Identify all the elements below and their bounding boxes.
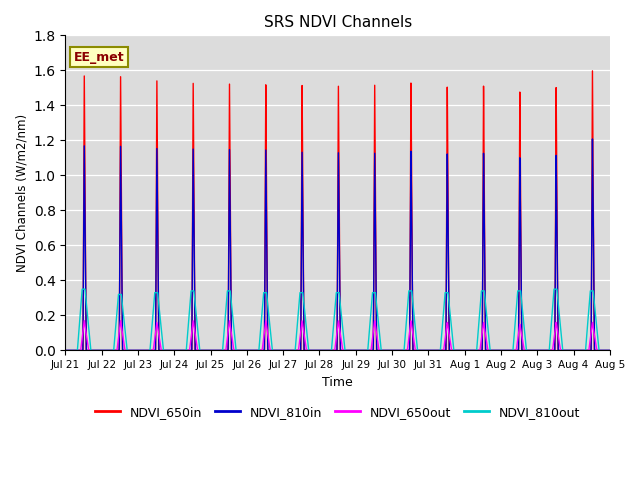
NDVI_650in bbox=[490, 348, 498, 353]
NDVI_810out bbox=[78, 286, 86, 292]
NDVI_650in bbox=[604, 348, 612, 353]
NDVI_810in bbox=[266, 348, 273, 353]
NDVI_810in bbox=[490, 348, 498, 353]
NDVI_650out bbox=[606, 348, 614, 353]
NDVI_650in bbox=[589, 68, 596, 74]
NDVI_650in bbox=[606, 348, 614, 353]
NDVI_650in bbox=[178, 348, 186, 353]
X-axis label: Time: Time bbox=[323, 376, 353, 389]
NDVI_810out bbox=[490, 348, 498, 353]
NDVI_810out bbox=[178, 348, 186, 353]
NDVI_810out bbox=[604, 348, 612, 353]
NDVI_810in bbox=[604, 348, 612, 353]
Text: EE_met: EE_met bbox=[74, 50, 124, 63]
NDVI_650out bbox=[61, 348, 69, 353]
NDVI_810out bbox=[172, 348, 180, 353]
Line: NDVI_650out: NDVI_650out bbox=[65, 321, 610, 350]
NDVI_810in bbox=[172, 348, 180, 353]
NDVI_810in bbox=[413, 348, 420, 353]
NDVI_810in bbox=[61, 348, 69, 353]
NDVI_650out bbox=[81, 318, 88, 324]
NDVI_650in bbox=[172, 348, 180, 353]
NDVI_650out bbox=[266, 342, 273, 348]
NDVI_810in bbox=[178, 348, 186, 353]
NDVI_650out bbox=[178, 348, 186, 353]
NDVI_810out bbox=[413, 340, 420, 346]
Title: SRS NDVI Channels: SRS NDVI Channels bbox=[264, 15, 412, 30]
Legend: NDVI_650in, NDVI_810in, NDVI_650out, NDVI_810out: NDVI_650in, NDVI_810in, NDVI_650out, NDV… bbox=[90, 401, 585, 424]
Line: NDVI_810in: NDVI_810in bbox=[65, 139, 610, 350]
Line: NDVI_650in: NDVI_650in bbox=[65, 71, 610, 350]
NDVI_810out bbox=[61, 348, 69, 353]
NDVI_650in bbox=[413, 348, 420, 353]
NDVI_810out bbox=[606, 348, 614, 353]
NDVI_650out bbox=[413, 348, 420, 353]
NDVI_810in bbox=[589, 136, 596, 142]
NDVI_810in bbox=[606, 348, 614, 353]
NDVI_650in bbox=[61, 348, 69, 353]
Line: NDVI_810out: NDVI_810out bbox=[65, 289, 610, 350]
NDVI_810out bbox=[266, 317, 273, 323]
NDVI_650out bbox=[490, 348, 498, 353]
NDVI_650in bbox=[266, 348, 273, 353]
NDVI_650out bbox=[172, 348, 180, 353]
Y-axis label: NDVI Channels (W/m2/nm): NDVI Channels (W/m2/nm) bbox=[15, 114, 28, 272]
NDVI_650out bbox=[604, 348, 612, 353]
